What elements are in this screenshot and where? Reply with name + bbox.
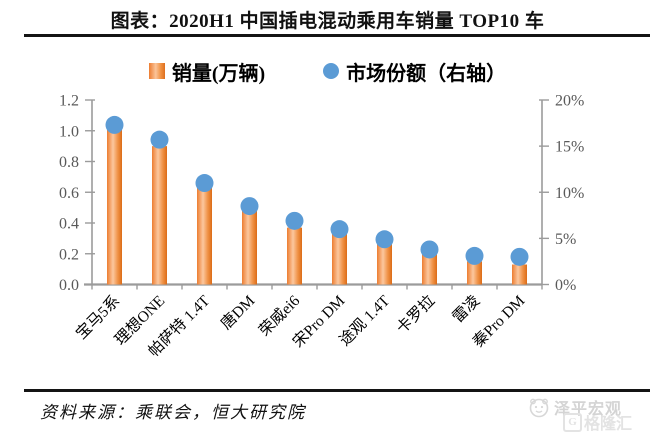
sales-bar bbox=[152, 146, 167, 285]
data-source-note: 资料来源：乘联会，恒大研究院 bbox=[40, 403, 306, 422]
watermark-overlay: G 格隆汇 bbox=[563, 410, 632, 434]
legend-item-label: 销量(万辆) bbox=[171, 62, 266, 85]
legend-item-label: 市场份额（右轴） bbox=[346, 62, 507, 85]
sales-bar bbox=[422, 253, 437, 285]
sales-bar bbox=[467, 261, 482, 285]
y-left-tick-label: 0.6 bbox=[59, 185, 79, 202]
category-label: 唐DM bbox=[217, 291, 259, 333]
category-label: 卡罗拉 bbox=[393, 292, 439, 338]
share-dot bbox=[510, 247, 529, 266]
chart-legend: 销量(万辆) 市场份额（右轴） bbox=[0, 57, 655, 85]
sales-bar bbox=[242, 210, 257, 285]
chart-area: 0.0 0.2 0.4 0.6 0.8 1.0 1.2 0% 5% 10% 15% 20% 宝马5系 理想… bbox=[0, 85, 655, 390]
dot-series-marker-icon bbox=[323, 63, 340, 79]
mascot-face-icon bbox=[529, 398, 549, 418]
bar-series-marker-icon bbox=[148, 63, 165, 79]
share-dot bbox=[195, 174, 214, 193]
y-left-tick-label: 1.0 bbox=[59, 123, 79, 140]
y-right-tick-label: 20% bbox=[555, 93, 584, 110]
legend-item-share: 市场份额（右轴） bbox=[323, 57, 506, 86]
y-left-tick-label: 0.8 bbox=[59, 154, 79, 171]
share-dot bbox=[285, 211, 304, 230]
share-dot bbox=[375, 230, 394, 249]
chart-title: 图表：2020H1 中国插电混动乘用车销量 TOP10 车 bbox=[110, 11, 545, 32]
category-label: 途观 1.4T bbox=[336, 291, 394, 349]
y-right-tick-label: 0% bbox=[555, 277, 576, 294]
watermark-overlay-text: 格隆汇 bbox=[584, 416, 633, 433]
y-left-tick-label: 0.0 bbox=[59, 277, 79, 294]
gelonghui-g-icon: G bbox=[563, 412, 582, 432]
y-right-tick-label: 10% bbox=[555, 185, 584, 202]
sales-bar bbox=[197, 178, 212, 285]
combo-chart-canvas: 0.00.20.40.60.81.01.20%5%10%15%20%宝马5系理想… bbox=[59, 93, 584, 361]
sales-bar bbox=[377, 242, 392, 285]
watermark: 泽平宏观 G 格隆汇 bbox=[527, 395, 653, 439]
y-right-tick-label: 15% bbox=[555, 139, 584, 156]
category-label: 雷凌 bbox=[449, 292, 484, 327]
title-underline bbox=[24, 34, 650, 37]
share-dot bbox=[150, 130, 169, 149]
sales-bar bbox=[287, 227, 302, 285]
share-dot bbox=[330, 220, 349, 239]
share-dot bbox=[105, 115, 124, 134]
y-left-tick-label: 1.2 bbox=[59, 93, 79, 110]
sales-bar bbox=[332, 233, 347, 285]
legend-item-sales: 销量(万辆) bbox=[148, 57, 266, 86]
share-dot bbox=[240, 197, 259, 216]
share-dot bbox=[465, 246, 484, 265]
share-dot bbox=[420, 240, 439, 259]
y-left-tick-label: 0.2 bbox=[59, 246, 79, 263]
footer-rule bbox=[24, 389, 650, 392]
sales-bar bbox=[107, 121, 122, 285]
y-left-tick-label: 0.4 bbox=[59, 216, 79, 233]
sales-bar bbox=[512, 264, 527, 285]
y-right-tick-label: 5% bbox=[555, 231, 576, 248]
